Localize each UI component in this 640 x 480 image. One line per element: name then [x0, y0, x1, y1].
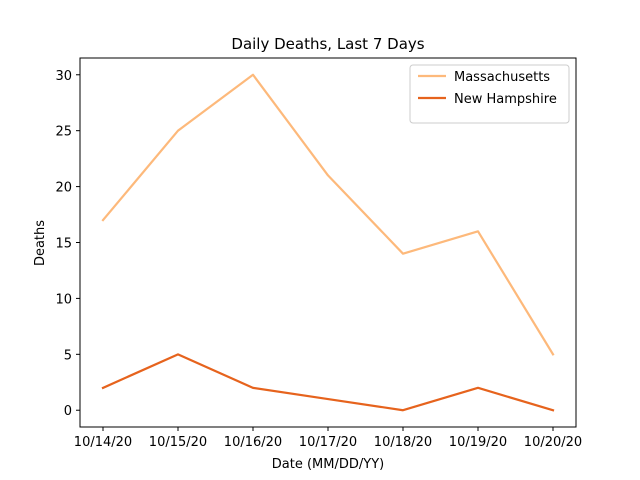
y-axis: 0 5 10 15 20 25 30 — [55, 69, 80, 419]
legend-label: New Hampshire — [454, 92, 557, 107]
y-tick-label: 15 — [55, 237, 72, 252]
x-axis: 10/14/20 10/15/20 10/16/20 10/17/20 10/18/20… — [74, 427, 582, 450]
series-line-massachusetts — [101, 73, 555, 356]
y-tick-label: 10 — [55, 292, 72, 307]
x-tick-label: 10/20/20 — [524, 435, 582, 450]
x-tick-label: 10/18/20 — [374, 435, 432, 450]
y-tick-label: 25 — [55, 125, 72, 140]
legend-label: Massachusetts — [454, 70, 550, 85]
x-tick-label: 10/14/20 — [74, 435, 132, 450]
x-tick-label: 10/15/20 — [149, 435, 207, 450]
y-tick-label: 0 — [64, 404, 72, 419]
x-tick-label: 10/19/20 — [449, 435, 507, 450]
y-tick-label: 5 — [64, 348, 72, 363]
y-axis-label: Deaths — [33, 220, 48, 266]
legend-box — [409, 64, 570, 124]
legend: Massachusetts New Hampshire — [409, 64, 570, 124]
y-tick-label: 30 — [55, 69, 72, 84]
plot-area — [101, 73, 555, 412]
series-line-new-hampshire — [101, 353, 555, 412]
y-tick-label: 20 — [55, 181, 72, 196]
x-tick-label: 10/16/20 — [224, 435, 282, 450]
chart-title: Daily Deaths, Last 7 Days — [231, 35, 424, 53]
x-axis-label: Date (MM/DD/YY) — [272, 457, 384, 472]
x-tick-label: 10/17/20 — [299, 435, 357, 450]
